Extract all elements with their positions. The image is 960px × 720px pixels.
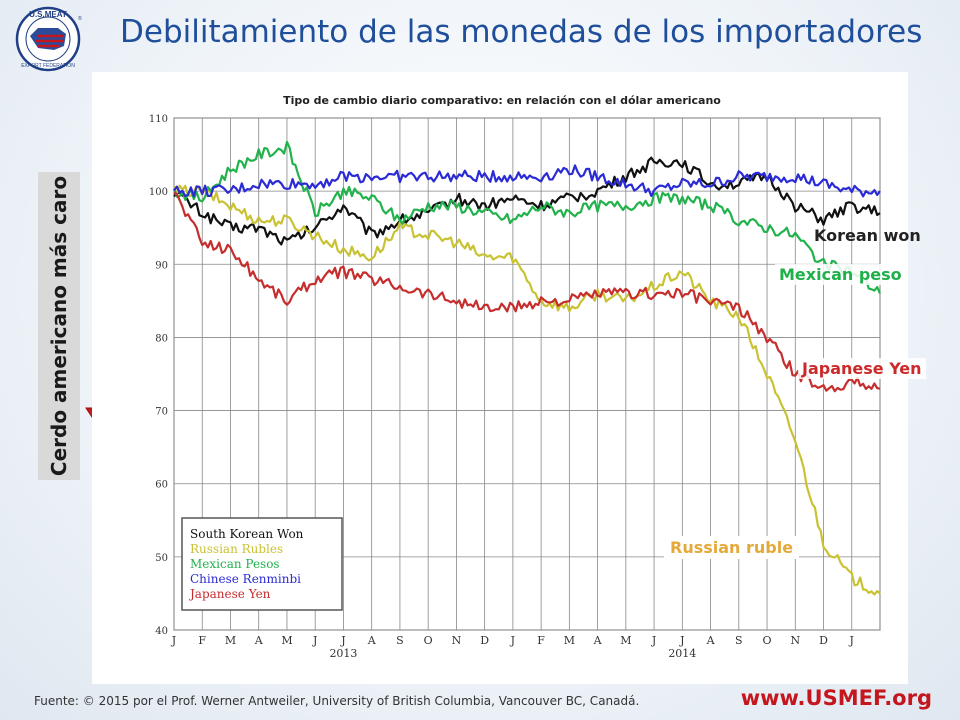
x-tick-label: J	[171, 634, 176, 647]
legend-entry: Chinese Renminbi	[190, 572, 301, 586]
legend-entry: Mexican Pesos	[190, 557, 280, 571]
legend-entry: Russian Rubles	[190, 542, 283, 556]
x-tick-label: S	[735, 634, 743, 647]
svg-text:U.S.MEAT: U.S.MEAT	[29, 10, 67, 19]
legend-box	[181, 517, 343, 611]
x-tick-label: N	[452, 634, 462, 647]
y-tick-label: 100	[149, 187, 168, 198]
y-tick-label: 110	[149, 114, 168, 125]
x-tick-label: F	[198, 634, 206, 647]
x-tick-label: J	[849, 634, 854, 647]
y-tick-label: 60	[155, 480, 168, 491]
legend-entry: Japanese Yen	[188, 587, 271, 601]
y-tick-label: 90	[155, 260, 168, 271]
exchange-rate-chart: Tipo de cambio diario comparativo: en re…	[149, 94, 882, 660]
page-title: Debilitamiento de las monedas de los imp…	[120, 14, 923, 50]
x-tick-label: M	[281, 634, 292, 647]
label-mexican-peso: Mexican peso	[775, 264, 906, 285]
y-tick-label: 70	[155, 407, 168, 418]
y-tick-label: 40	[155, 626, 168, 637]
x-tick-label: A	[593, 634, 603, 647]
x-tick-label: A	[706, 634, 716, 647]
label-korean-won: Korean won	[814, 226, 921, 245]
y-tick-label: 50	[155, 553, 168, 564]
svg-text:®: ®	[78, 15, 82, 22]
legend-entry: South Korean Won	[190, 527, 304, 541]
vertical-label: Cerdo americano más caro	[47, 175, 71, 477]
website-link[interactable]: www.USMEF.org	[740, 686, 932, 710]
usmef-logo: U.S.MEAT EXPORT FEDERATION ®	[15, 6, 82, 72]
x-tick-label: O	[424, 634, 433, 647]
x-tick-label: M	[620, 634, 631, 647]
x-tick-label: J	[651, 634, 656, 647]
source-footer: Fuente: © 2015 por el Prof. Werner Antwe…	[34, 694, 640, 708]
series-line-south-korean-won	[173, 156, 881, 246]
x-tick-label: J	[312, 634, 317, 647]
x-tick-label: A	[254, 634, 264, 647]
y-tick-label: 80	[155, 333, 168, 344]
x-tick-label: F	[537, 634, 545, 647]
series-line-mexican-pesos	[172, 140, 882, 294]
svg-text:EXPORT FEDERATION: EXPORT FEDERATION	[21, 63, 75, 69]
x-year-label: 2013	[329, 647, 357, 660]
series-line-chinese-renminbi	[173, 164, 881, 198]
x-tick-label: J	[679, 634, 684, 647]
x-tick-label: S	[396, 634, 404, 647]
vertical-label-box: Cerdo americano más caro	[38, 172, 80, 480]
label-russian-ruble: Russian ruble	[664, 536, 800, 559]
chart-panel: Tipo de cambio diario comparativo: en re…	[92, 72, 908, 684]
series-line-japanese-yen	[173, 191, 881, 393]
x-tick-label: D	[819, 634, 828, 647]
series-line-russian-rubles	[172, 184, 881, 596]
x-tick-label: J	[340, 634, 345, 647]
label-japanese-yen: Japanese Yen	[798, 358, 926, 379]
x-tick-label: M	[564, 634, 575, 647]
x-tick-label: A	[367, 634, 377, 647]
x-year-label: 2014	[668, 647, 696, 660]
x-tick-label: O	[763, 634, 772, 647]
x-tick-label: N	[790, 634, 800, 647]
x-tick-label: J	[510, 634, 515, 647]
chart-title: Tipo de cambio diario comparativo: en re…	[283, 94, 721, 107]
x-tick-label: D	[480, 634, 489, 647]
x-tick-label: M	[225, 634, 236, 647]
